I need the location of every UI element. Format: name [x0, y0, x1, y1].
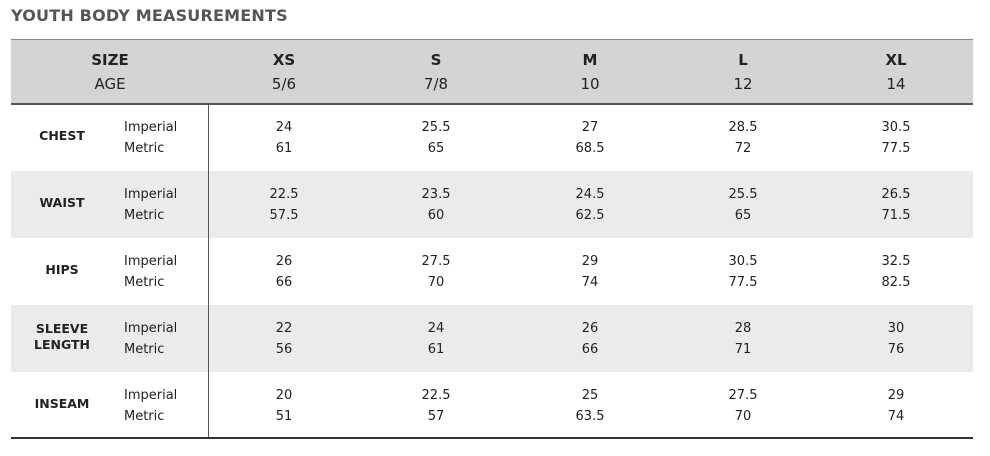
age: 5/6 — [271, 75, 297, 93]
measurement: 72 — [734, 141, 752, 156]
title: YOUTH BODY MEASUREMENTS — [11, 6, 288, 25]
measurement: 63.5 — [575, 409, 605, 424]
unit-label: Metric — [124, 275, 165, 290]
row-background — [11, 171, 973, 238]
unit-label: Imperial — [124, 321, 178, 336]
measurement: 62.5 — [575, 208, 605, 223]
measurement: 77.5 — [728, 275, 758, 290]
age: 7/8 — [423, 75, 449, 93]
measurement: 25.5 — [728, 187, 758, 202]
measurement: 30.5 — [728, 254, 758, 269]
header-background — [11, 39, 973, 105]
measurement: 29 — [581, 254, 599, 269]
age-label: AGE — [94, 75, 126, 93]
measurement: 24 — [275, 120, 293, 135]
measurement: 66 — [581, 342, 599, 357]
measurement: 30.5 — [881, 120, 911, 135]
age: 12 — [733, 75, 753, 93]
measurement: 24.5 — [575, 187, 605, 202]
measurement: 82.5 — [881, 275, 911, 290]
bottom-rule — [11, 437, 973, 439]
measurement: 76 — [887, 342, 905, 357]
measurement: 74 — [581, 275, 599, 290]
measurement: 29 — [887, 388, 905, 403]
measurement: 26 — [581, 321, 599, 336]
measurement: 56 — [275, 342, 293, 357]
measurement: 71.5 — [881, 208, 911, 223]
age: 14 — [886, 75, 906, 93]
row-label: SLEEVE LENGTH — [34, 320, 90, 352]
measurement: 70 — [427, 275, 445, 290]
row-label: WAIST — [39, 194, 85, 210]
measurement: 77.5 — [881, 141, 911, 156]
unit-label: Metric — [124, 342, 165, 357]
unit-label: Imperial — [124, 120, 178, 135]
measurement: 27.5 — [728, 388, 758, 403]
size: M — [582, 51, 598, 69]
measurement: 32.5 — [881, 254, 911, 269]
measurement: 65 — [734, 208, 752, 223]
measurement: 57.5 — [269, 208, 299, 223]
unit-label: Imperial — [124, 254, 178, 269]
measurement: 23.5 — [421, 187, 451, 202]
row-label: INSEAM — [34, 395, 90, 411]
measurement: 22 — [275, 321, 293, 336]
measurement: 65 — [427, 141, 445, 156]
measurement: 60 — [427, 208, 445, 223]
measurement: 25 — [581, 388, 599, 403]
measurement: 71 — [734, 342, 752, 357]
measurement: 28.5 — [728, 120, 758, 135]
measurement: 66 — [275, 275, 293, 290]
measurement: 26 — [275, 254, 293, 269]
measurement: 20 — [275, 388, 293, 403]
unit-label: Imperial — [124, 187, 178, 202]
measurement: 74 — [887, 409, 905, 424]
row-background — [11, 305, 973, 372]
age: 10 — [580, 75, 600, 93]
measurement: 61 — [427, 342, 445, 357]
measurement: 24 — [427, 321, 445, 336]
row-label: CHEST — [39, 127, 85, 143]
measurement: 25.5 — [421, 120, 451, 135]
measurement: 57 — [427, 409, 445, 424]
measurement: 26.5 — [881, 187, 911, 202]
measurement: 61 — [275, 141, 293, 156]
unit-label: Metric — [124, 409, 165, 424]
size: L — [738, 51, 748, 69]
measurement: 28 — [734, 321, 752, 336]
unit-label: Imperial — [124, 388, 178, 403]
size: XS — [272, 51, 296, 69]
measurement: 51 — [275, 409, 293, 424]
measurement: 22.5 — [421, 388, 451, 403]
unit-label: Metric — [124, 208, 165, 223]
measurement: 27 — [581, 120, 599, 135]
unit-label: Metric — [124, 141, 165, 156]
size: XL — [885, 51, 907, 69]
size: S — [430, 51, 442, 69]
measurement: 70 — [734, 409, 752, 424]
measurement: 22.5 — [269, 187, 299, 202]
measurement: 27.5 — [421, 254, 451, 269]
row-label: HIPS — [45, 261, 79, 277]
size-label: SIZE — [91, 51, 129, 69]
measurement: 30 — [887, 321, 905, 336]
divider — [208, 104, 209, 438]
measurement: 68.5 — [575, 141, 605, 156]
